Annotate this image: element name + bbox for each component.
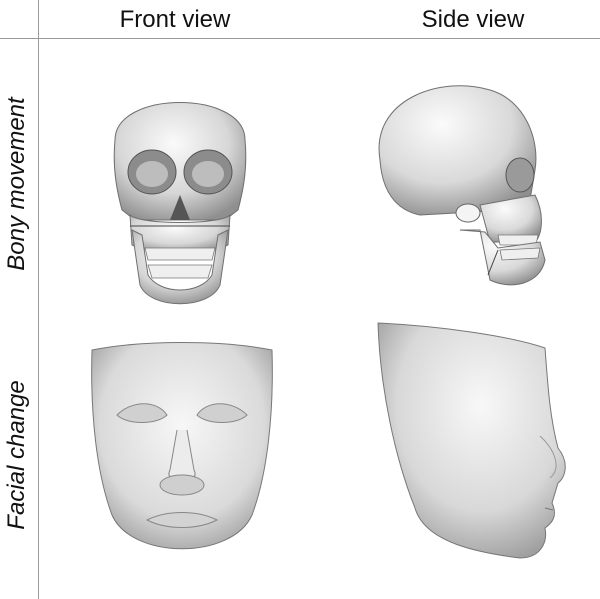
header-divider bbox=[0, 38, 600, 39]
face-side-render bbox=[370, 318, 585, 568]
skull-side-render bbox=[360, 70, 570, 300]
column-label-side-view: Side view bbox=[421, 6, 525, 33]
row-label-bony-movement: Bony movement bbox=[3, 97, 30, 271]
face-front-render bbox=[82, 335, 282, 575]
row-label-divider bbox=[38, 0, 39, 599]
row-label-facial-change: Facial change bbox=[3, 380, 30, 530]
skull-front-render bbox=[90, 70, 270, 320]
column-label-front-view: Front view bbox=[119, 6, 231, 33]
